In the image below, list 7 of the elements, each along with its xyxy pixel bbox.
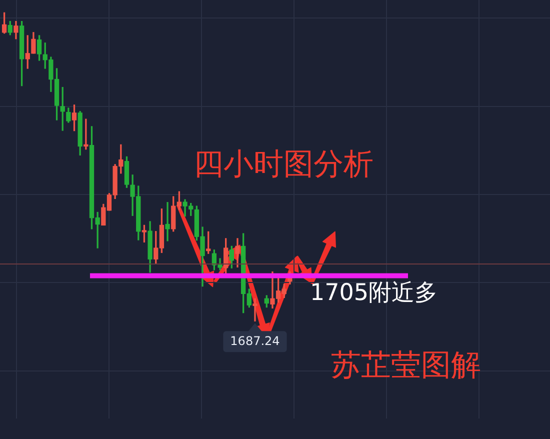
ref-line-label: 1705附近多	[310, 280, 438, 306]
candlestick	[165, 202, 170, 242]
candlestick	[252, 298, 258, 322]
candlestick	[84, 118, 88, 150]
text: 四小时图分析	[194, 146, 374, 182]
annotation: 1687.24	[230, 334, 280, 348]
text: 苏芷莹图解	[331, 348, 481, 383]
